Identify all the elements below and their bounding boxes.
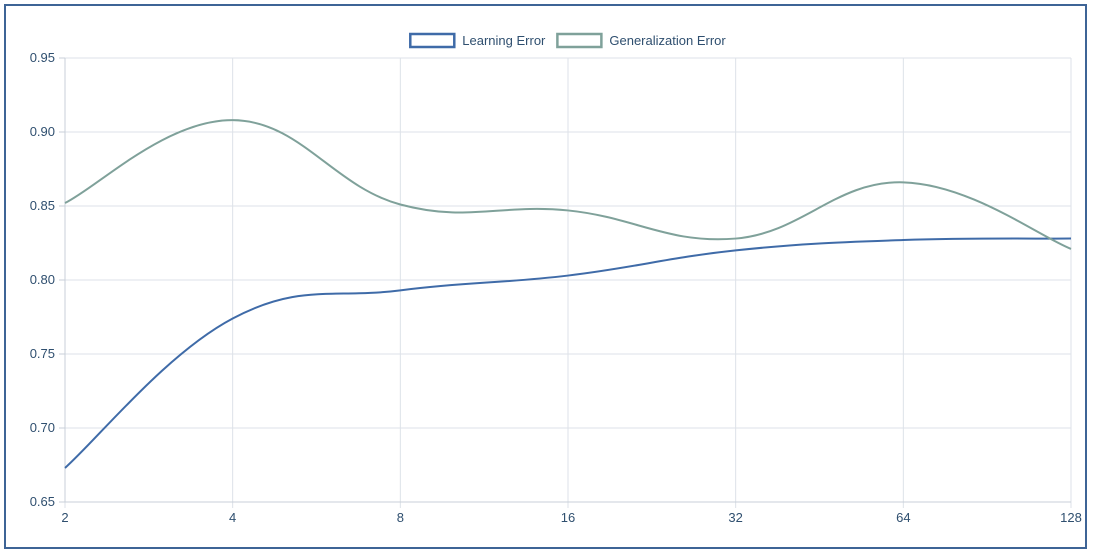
y-tick-label: 0.65	[30, 494, 55, 509]
x-tick-label: 64	[896, 510, 910, 525]
y-tick-label: 0.85	[30, 198, 55, 213]
x-tick-label: 4	[229, 510, 236, 525]
y-tick-label: 0.70	[30, 420, 55, 435]
x-tick-label: 16	[561, 510, 575, 525]
chart-frame	[4, 4, 1087, 549]
series-line-generalization-error	[64, 119, 1072, 250]
x-tick-label: 128	[1060, 510, 1082, 525]
grid	[64, 57, 1072, 508]
x-tick-label: 32	[728, 510, 742, 525]
legend-label-learning-error[interactable]: Learning Error	[462, 33, 546, 48]
y-tick-label: 0.95	[30, 50, 55, 65]
legend-label-generalization-error[interactable]: Generalization Error	[609, 33, 726, 48]
y-tick-label: 0.80	[30, 272, 55, 287]
legend-swatch-generalization-error[interactable]	[556, 32, 603, 49]
legend-swatch-learning-error[interactable]	[409, 32, 456, 49]
y-tick-label: 0.90	[30, 124, 55, 139]
y-tick-label: 0.75	[30, 346, 55, 361]
x-tick-label: 8	[397, 510, 404, 525]
series-line-learning-error	[64, 237, 1072, 469]
axes: 0.95 0.90 0.85 0.80 0.75 0.70 0.65 2 4 8 16 32 64 128	[30, 50, 1082, 525]
x-tick-label: 2	[61, 510, 68, 525]
series-layer	[64, 119, 1072, 469]
legend: Learning Error Generalization Error	[409, 32, 726, 49]
